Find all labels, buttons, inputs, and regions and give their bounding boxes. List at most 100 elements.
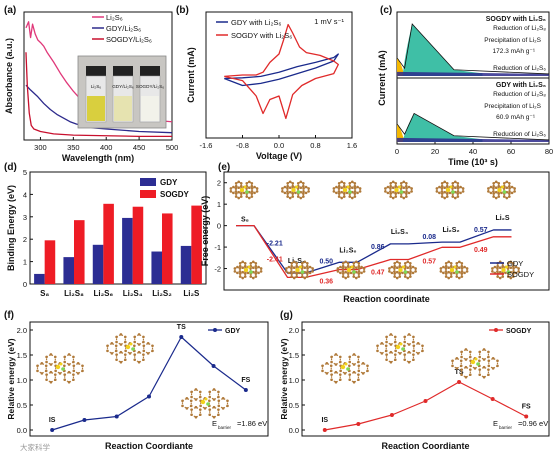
structure-atom xyxy=(405,195,408,198)
panel-f-ytick-label: 0.0 xyxy=(17,426,27,435)
structure-atom xyxy=(357,261,361,265)
structure-atom xyxy=(345,191,349,195)
structure-ring xyxy=(245,180,254,190)
structure-atom xyxy=(114,349,118,353)
structure-atom xyxy=(380,341,384,345)
structure-atom xyxy=(349,271,353,275)
panel-e-structure-sogdy xyxy=(233,260,263,280)
structure-atom xyxy=(245,181,249,185)
structure-atom xyxy=(250,181,254,185)
lithium-atom xyxy=(245,190,249,194)
structure-atom xyxy=(443,186,447,190)
structure-atom xyxy=(492,192,495,195)
structure-hex-ring xyxy=(349,353,360,366)
structure-atom xyxy=(346,275,350,278)
panel-e-step-label-GDY: 0.50 xyxy=(319,259,333,266)
structure-ring xyxy=(106,341,118,355)
panel-a-vial-liquid xyxy=(141,96,159,121)
sulfur-atom xyxy=(243,185,247,189)
panel-e-step-label-SOGDY: 0.36 xyxy=(319,278,333,285)
structure-atom xyxy=(123,358,127,362)
panel-a-photo-label: SOGDY/Li₂S₆ xyxy=(136,84,164,89)
structure-atom xyxy=(306,267,309,270)
lithium-atom xyxy=(206,402,210,406)
structure-atom xyxy=(344,270,348,274)
structure-atom xyxy=(212,398,216,401)
structure-atom xyxy=(448,191,452,195)
structure-atom xyxy=(395,266,399,270)
panel-e-species-label: S₈ xyxy=(241,217,249,224)
structure-atom xyxy=(338,355,342,359)
structure-atom xyxy=(259,270,263,273)
structure-atom xyxy=(238,275,242,278)
sulfur-atom xyxy=(129,342,133,346)
panel-g-barrier-symbol: E xyxy=(493,419,498,428)
panel-a-photo-label: GDY/Li₂S₆ xyxy=(112,84,134,89)
structure-atom xyxy=(487,373,490,377)
structure-atom xyxy=(194,415,198,419)
structure-atom xyxy=(496,275,499,278)
structure-atom xyxy=(487,350,490,354)
structure-atom xyxy=(72,364,76,368)
structure-atom xyxy=(119,360,123,364)
structure-atom xyxy=(354,266,358,270)
structure-atom xyxy=(409,272,412,275)
structure-atom xyxy=(342,181,346,185)
structure-atom xyxy=(464,375,468,379)
panel-g-ytick-label: 2.0 xyxy=(289,326,299,335)
structure-ring xyxy=(353,185,362,195)
barrier-structure-inset xyxy=(36,353,84,384)
structure-atom xyxy=(291,184,295,188)
structure-atom xyxy=(496,270,499,273)
structure-atom xyxy=(465,267,469,270)
structure-ring xyxy=(492,180,501,190)
structure-atom xyxy=(403,358,407,362)
panel-a-photo-label: Li₂S₆ xyxy=(91,84,101,89)
structure-atom xyxy=(299,196,303,200)
panel-f-point-1 xyxy=(82,418,87,422)
panel-letter-b: (b) xyxy=(176,5,189,16)
panel-b-legend-label: GDY with Li₂S₆ xyxy=(231,18,281,27)
structure-atom xyxy=(133,358,137,362)
structure-atom xyxy=(389,333,393,336)
structure-atom xyxy=(453,180,457,184)
structure-atom xyxy=(54,369,57,373)
structure-ring xyxy=(460,265,469,275)
structure-atom xyxy=(341,261,345,265)
structure-atom xyxy=(298,271,301,275)
panel-d-ytick-label: 3 xyxy=(23,213,27,222)
panel-c-area-reduction-s6 xyxy=(397,71,549,76)
structure-atom xyxy=(455,261,459,265)
sulfur-atom xyxy=(243,267,249,273)
panel-g-xlabel: Reaction Coordiante xyxy=(381,441,469,451)
structure-atom xyxy=(460,350,463,354)
structure-atom xyxy=(348,181,352,185)
structure-atom xyxy=(468,368,472,371)
sulfur-atom xyxy=(295,185,298,189)
lithium-atom xyxy=(249,270,253,274)
structure-ring xyxy=(451,190,460,200)
structure-atom xyxy=(208,413,212,417)
structure-atom xyxy=(286,184,289,188)
lithium-atom xyxy=(61,367,65,371)
structure-ring xyxy=(190,405,202,419)
structure-atom xyxy=(487,190,490,193)
structure-atom xyxy=(452,271,456,275)
structure-atom xyxy=(468,350,472,354)
structure-atom xyxy=(128,352,132,355)
structure-atom xyxy=(439,270,443,273)
panel-e-structure-gdy xyxy=(435,180,465,200)
structure-atom xyxy=(344,276,348,280)
structure-atom xyxy=(482,348,486,351)
structure-atom xyxy=(241,266,245,270)
panel-e-structure-sogdy xyxy=(388,260,417,280)
structure-atom xyxy=(299,180,303,184)
structure-atom xyxy=(512,267,515,270)
panel-g-point-0 xyxy=(322,428,327,432)
panel-d-bar-SOGDY-2 xyxy=(103,203,114,284)
structure-atom xyxy=(399,195,403,198)
structure-atom xyxy=(390,265,394,269)
panel-e-ytick-label: -2 xyxy=(214,265,221,274)
structure-atom xyxy=(492,184,495,188)
structure-atom xyxy=(389,192,392,195)
